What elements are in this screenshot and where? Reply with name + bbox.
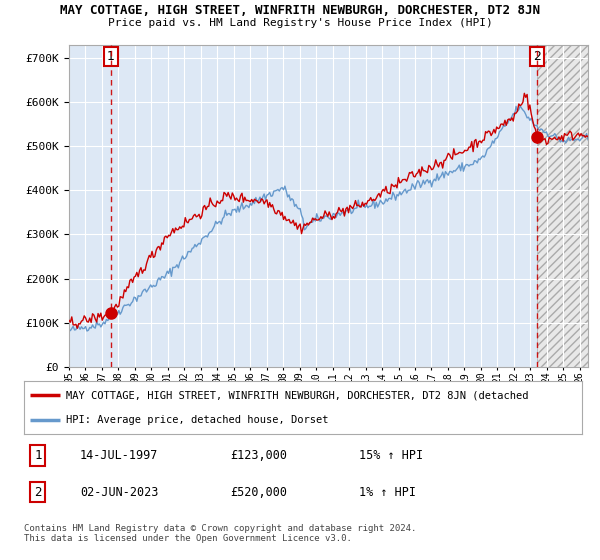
Text: HPI: Average price, detached house, Dorset: HPI: Average price, detached house, Dors…: [66, 414, 328, 424]
Text: Price paid vs. HM Land Registry's House Price Index (HPI): Price paid vs. HM Land Registry's House …: [107, 18, 493, 28]
Text: MAY COTTAGE, HIGH STREET, WINFRITH NEWBURGH, DORCHESTER, DT2 8JN: MAY COTTAGE, HIGH STREET, WINFRITH NEWBU…: [60, 4, 540, 17]
Text: Contains HM Land Registry data © Crown copyright and database right 2024.
This d: Contains HM Land Registry data © Crown c…: [24, 524, 416, 543]
Text: 02-JUN-2023: 02-JUN-2023: [80, 486, 158, 498]
Text: 14-JUL-1997: 14-JUL-1997: [80, 449, 158, 462]
Text: 15% ↑ HPI: 15% ↑ HPI: [359, 449, 423, 462]
Text: 1% ↑ HPI: 1% ↑ HPI: [359, 486, 416, 498]
Text: £123,000: £123,000: [230, 449, 287, 462]
Text: 1: 1: [34, 449, 42, 462]
Bar: [537, 45, 588, 367]
Text: 1: 1: [107, 50, 115, 63]
Text: MAY COTTAGE, HIGH STREET, WINFRITH NEWBURGH, DORCHESTER, DT2 8JN (detached: MAY COTTAGE, HIGH STREET, WINFRITH NEWBU…: [66, 390, 529, 400]
Text: £520,000: £520,000: [230, 486, 287, 498]
Text: 2: 2: [34, 486, 42, 498]
Text: 2: 2: [533, 50, 541, 63]
